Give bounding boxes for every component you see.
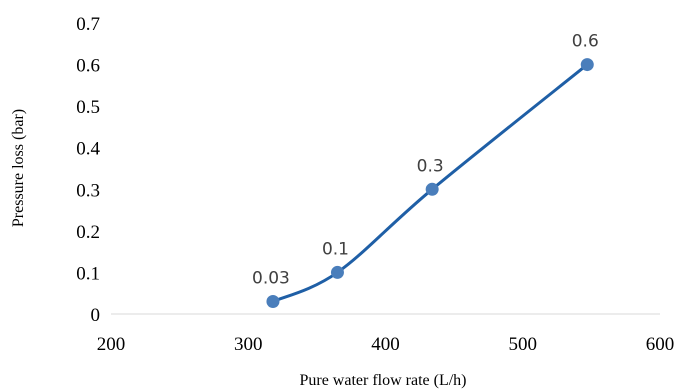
y-tick-label: 0.7 bbox=[76, 14, 100, 35]
y-tick-label: 0 bbox=[91, 305, 101, 326]
x-tick-label: 200 bbox=[97, 334, 126, 355]
x-axis-ticks: 200 300 400 500 600 bbox=[97, 334, 675, 355]
y-tick-label: 0.6 bbox=[76, 56, 100, 77]
y-axis-ticks: 0 0.1 0.2 0.3 0.4 0.5 0.6 0.7 bbox=[76, 14, 100, 326]
y-tick-label: 0.5 bbox=[76, 97, 100, 118]
data-points bbox=[266, 58, 594, 309]
data-point bbox=[425, 182, 439, 196]
data-label: 0.03 bbox=[252, 269, 290, 289]
data-point bbox=[330, 265, 344, 279]
y-tick-label: 0.4 bbox=[76, 139, 100, 160]
data-label: 0.6 bbox=[572, 32, 599, 52]
y-tick-label: 0.3 bbox=[76, 180, 100, 201]
data-point bbox=[266, 295, 280, 309]
x-tick-label: 500 bbox=[509, 334, 538, 355]
x-axis-title: Pure water flow rate (L/h) bbox=[299, 372, 466, 389]
data-point bbox=[580, 58, 594, 72]
x-tick-label: 600 bbox=[646, 334, 675, 355]
x-tick-label: 400 bbox=[371, 334, 400, 355]
y-tick-label: 0.1 bbox=[76, 263, 100, 284]
series-line bbox=[271, 63, 589, 304]
y-axis-title: Pressure loss (bar) bbox=[10, 109, 27, 227]
data-label: 0.3 bbox=[417, 156, 444, 176]
data-labels: 0.03 0.1 0.3 0.6 bbox=[252, 32, 599, 289]
data-label: 0.1 bbox=[322, 239, 349, 259]
y-tick-label: 0.2 bbox=[76, 222, 100, 243]
x-tick-label: 300 bbox=[234, 334, 263, 355]
